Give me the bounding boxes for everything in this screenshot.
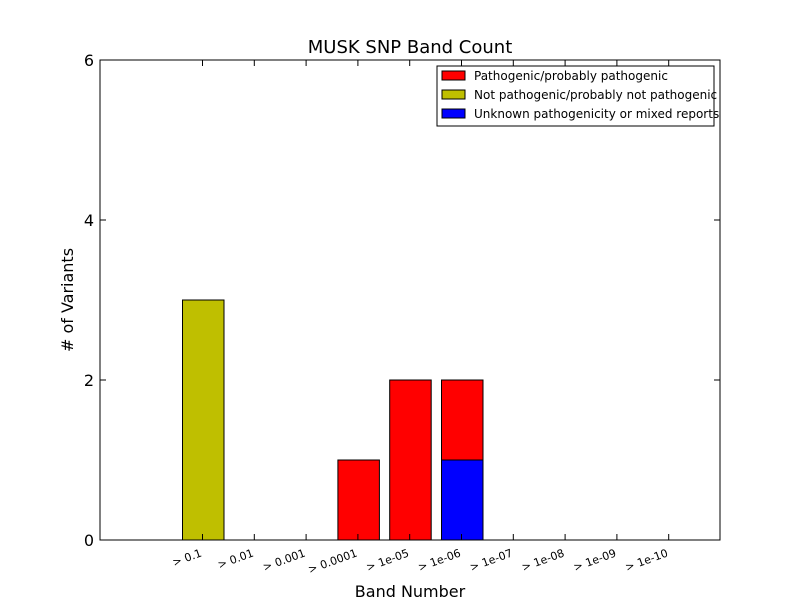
legend-box: [436, 65, 715, 127]
x-axis-label: Band Number: [355, 582, 466, 600]
bar-3-series-2: [337, 459, 380, 541]
y-axis-label: # of Variants: [58, 248, 77, 352]
legend-swatch: [441, 70, 466, 81]
bar-4-series-2: [389, 379, 432, 541]
y-tick-label: 4: [84, 211, 94, 230]
y-tick-label: 0: [84, 531, 94, 550]
y-tick-label: 2: [84, 371, 94, 390]
legend-label: Not pathogenic/probably not pathogenic: [474, 88, 717, 102]
legend-swatch: [441, 89, 466, 100]
chart-title: MUSK SNP Band Count: [308, 37, 513, 58]
legend-label: Unknown pathogenicity or mixed reports: [474, 107, 719, 121]
bar-5-series-0: [441, 459, 484, 541]
y-tick-label: 6: [84, 51, 94, 70]
legend: Pathogenic/probably pathogenic Not pathog…: [436, 65, 719, 127]
bars-layer: [182, 299, 484, 541]
bar-0-series-1: [182, 299, 225, 541]
legend-swatch: [441, 108, 466, 119]
legend-label: Pathogenic/probably pathogenic: [474, 69, 668, 83]
bar-5-series-2: [441, 379, 484, 461]
